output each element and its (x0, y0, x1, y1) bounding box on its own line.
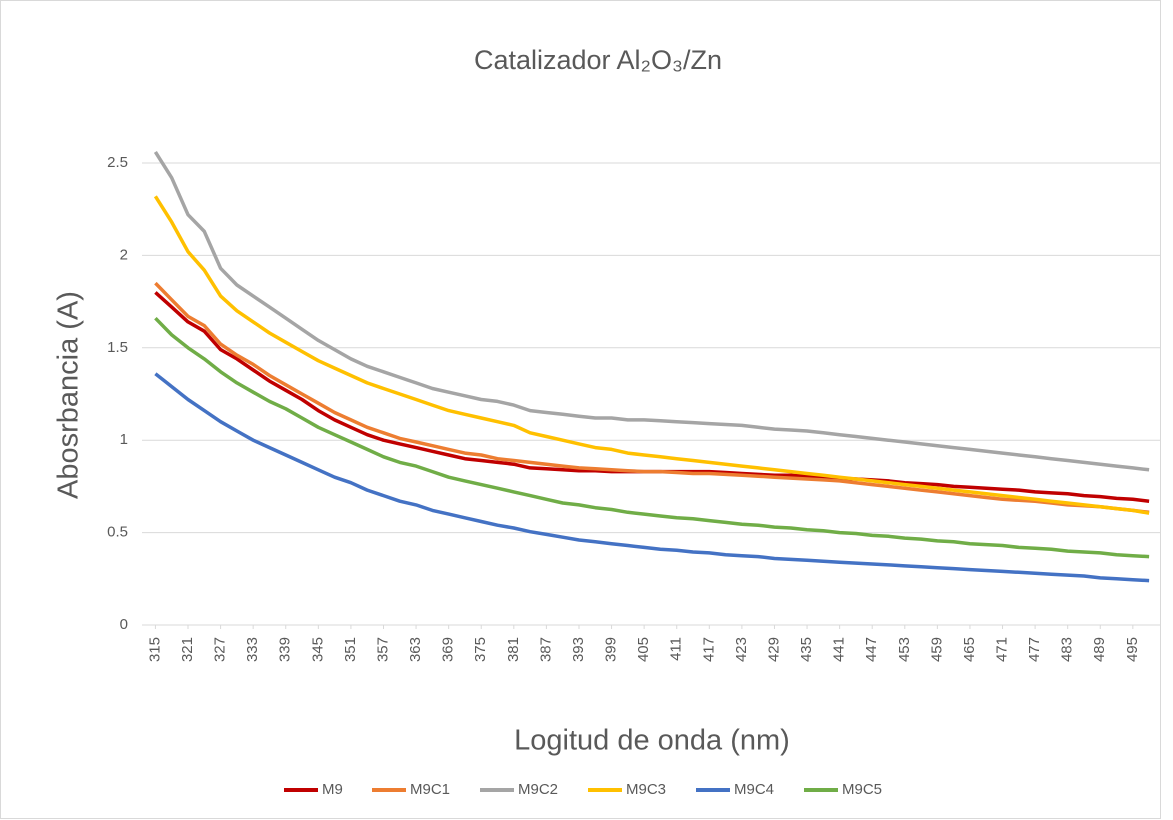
x-tick-label: 345 (309, 637, 326, 662)
x-axis-label: Logitud de onda (nm) (514, 725, 790, 757)
x-tick-label: 339 (277, 637, 294, 662)
legend-label: M9C2 (518, 781, 558, 798)
chart-title: Catalizador Al₂O₃/Zn (474, 45, 722, 75)
x-tick-label: 459 (928, 637, 945, 662)
y-tick-label: 1.5 (107, 339, 128, 356)
legend-label: M9 (322, 781, 343, 798)
x-tick-label: 387 (537, 637, 554, 662)
series-line (153, 150, 1150, 472)
x-tick-label: 351 (342, 637, 359, 662)
x-tick-label: 411 (668, 637, 685, 661)
x-tick-label: 483 (1059, 637, 1076, 662)
series-line (154, 281, 1150, 515)
x-tick-label: 327 (212, 637, 229, 662)
x-tick-label: 363 (407, 637, 424, 662)
x-tick-label: 315 (146, 637, 163, 662)
series-line (153, 195, 1150, 515)
y-tick-label: 2 (120, 246, 128, 263)
x-tick-label: 369 (440, 637, 457, 662)
y-tick-label: 2.5 (107, 154, 128, 171)
x-tick-label: 405 (635, 637, 652, 662)
legend-label: M9C1 (410, 781, 450, 798)
y-tick-label: 0.5 (107, 524, 128, 541)
x-tick-label: 375 (472, 637, 489, 662)
x-tick-label: 357 (374, 637, 391, 662)
legend-label: M9C5 (842, 781, 882, 798)
x-tick-label: 453 (896, 637, 913, 662)
x-tick-label: 321 (179, 637, 196, 662)
x-tick-label: 381 (505, 637, 522, 662)
y-axis-label: Abosrbancia (A) (53, 291, 85, 499)
x-tick-label: 435 (798, 637, 815, 662)
x-tick-label: 423 (733, 637, 750, 662)
x-tick-label: 333 (244, 637, 261, 662)
x-tick-label: 489 (1091, 637, 1108, 662)
x-tick-label: 465 (961, 637, 978, 662)
x-tick-label: 399 (603, 637, 620, 662)
series-line (154, 372, 1150, 583)
x-tick-label: 393 (570, 637, 587, 662)
x-tick-label: 495 (1124, 637, 1141, 662)
y-tick-label: 0 (120, 616, 128, 633)
x-tick-label: 441 (831, 637, 848, 662)
y-tick-label: 1 (120, 431, 128, 448)
legend-label: M9C3 (626, 781, 666, 798)
x-tick-label: 477 (1026, 637, 1043, 662)
x-tick-label: 447 (863, 637, 880, 662)
x-tick-label: 471 (993, 637, 1010, 662)
series-line (154, 316, 1150, 559)
x-tick-label: 417 (700, 637, 717, 662)
x-tick-label: 429 (765, 637, 782, 662)
legend-label: M9C4 (734, 781, 774, 798)
